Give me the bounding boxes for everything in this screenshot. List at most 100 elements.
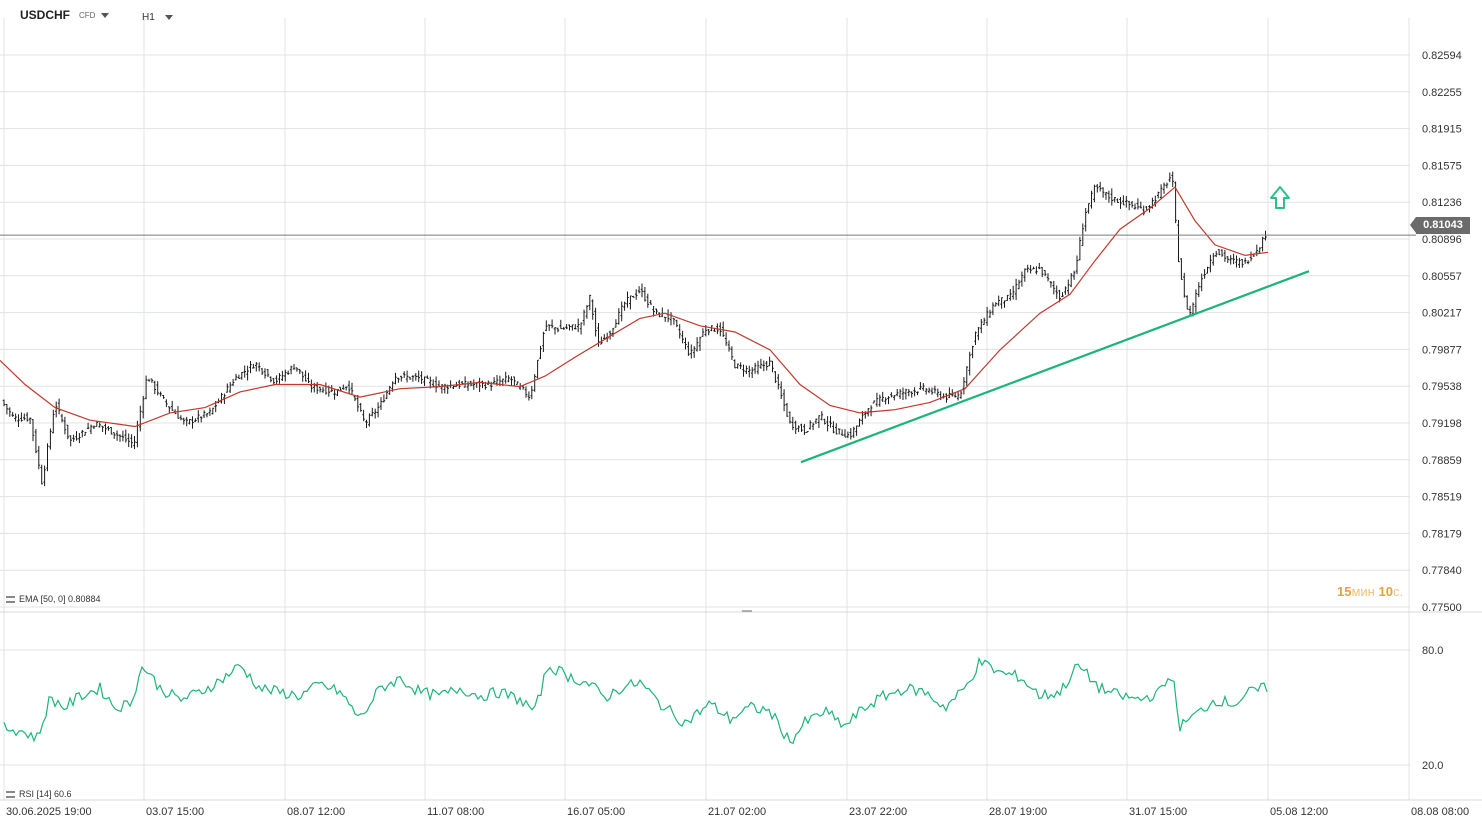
ohlc-bar — [1032, 266, 1035, 270]
ohlc-bar — [959, 391, 963, 399]
ohlc-bar — [1217, 249, 1221, 256]
ohlc-bar — [1229, 255, 1232, 265]
ohlc-bar — [1061, 292, 1064, 298]
ohlc-bar — [1116, 198, 1119, 203]
ohlc-bar — [779, 381, 783, 400]
ohlc-bar — [144, 375, 148, 400]
ohlc-bar — [240, 371, 244, 380]
ohlc-bar — [1136, 198, 1140, 210]
ohlc-bar — [907, 389, 911, 397]
y-tick-label: 0.80557 — [1422, 271, 1462, 283]
ohlc-bar — [681, 330, 684, 344]
ohlc-bar — [139, 405, 142, 432]
ohlc-bar — [849, 428, 853, 440]
ohlc-bar — [1209, 254, 1212, 273]
ohlc-bar — [478, 377, 481, 393]
ohlc-bar — [1220, 249, 1224, 257]
ohlc-bar — [820, 411, 824, 421]
ohlc-bar — [197, 410, 200, 423]
ohlc-bar — [530, 385, 534, 400]
ohlc-bar — [730, 346, 734, 361]
ohlc-bar — [713, 328, 716, 332]
ohlc-bar — [858, 418, 861, 427]
ohlc-bar — [350, 382, 354, 396]
ohlc-bar — [1110, 188, 1114, 206]
grid-layer: 0.82594 0.82255 0.81915 0.81575 0.81236 0.808… — [0, 18, 1482, 818]
ohlc-bar — [86, 422, 90, 430]
ohlc-bar — [420, 371, 423, 384]
ohlc-bar — [101, 425, 104, 432]
ohlc-bar — [669, 312, 673, 326]
ohlc-bar — [988, 309, 992, 318]
current-price-tag: 0.81043 — [1410, 217, 1470, 234]
ohlc-bar — [362, 409, 365, 422]
ohlc-bar — [289, 365, 293, 375]
ohlc-bar — [1017, 279, 1021, 290]
ohlc-bar — [840, 429, 844, 436]
ohlc-bar — [1130, 201, 1134, 208]
chevron-down-icon[interactable] — [101, 12, 110, 18]
ema-indicator-label[interactable]: EMA [50, 0] 0.80884 — [6, 594, 101, 604]
ohlc-bar — [112, 432, 116, 439]
ohlc-bar — [133, 435, 136, 450]
ohlc-bar — [806, 431, 809, 433]
ohlc-bar — [536, 359, 539, 379]
up-arrow-shape — [1270, 186, 1290, 209]
ohlc-bar — [869, 405, 873, 417]
ohlc-bar — [797, 425, 800, 433]
ohlc-bar — [1067, 279, 1070, 295]
ohlc-bar — [562, 326, 565, 330]
ohlc-bar — [463, 376, 467, 388]
ohlc-bar — [92, 425, 96, 429]
ohlc-bar — [344, 386, 348, 391]
x-tick-label: 28.07 19:00 — [989, 806, 1047, 818]
ohlc-bar — [304, 370, 307, 382]
ohlc-bar — [745, 365, 748, 375]
ohlc-bar — [249, 361, 252, 374]
rsi-tick-label: 80.0 — [1422, 645, 1443, 657]
ohlc-bar — [913, 387, 916, 397]
indicator-settings-icon[interactable] — [6, 790, 15, 798]
ohlc-bar — [1020, 271, 1024, 287]
ohlc-bar — [379, 397, 383, 410]
ohlc-bar — [211, 407, 215, 415]
ohlc-bar — [292, 364, 296, 370]
ohlc-bar — [980, 318, 983, 334]
ohlc-bar — [402, 371, 406, 378]
ohlc-bar — [1119, 197, 1122, 209]
ohlc-bar — [440, 384, 444, 394]
ohlc-bar — [826, 416, 829, 432]
ohlc-bar — [916, 391, 919, 396]
ohlc-bar — [199, 416, 203, 423]
symbol-selector[interactable]: USDCHF CFD — [20, 8, 110, 22]
ohlc-bar — [556, 327, 560, 333]
rsi-indicator-label[interactable]: RSI [14] 60.6 — [6, 789, 72, 799]
ohlc-bar — [168, 406, 171, 413]
indicator-settings-icon[interactable] — [6, 595, 15, 603]
ohlc-bar — [672, 317, 676, 325]
ohlc-bar — [89, 424, 93, 435]
ohlc-bar — [1064, 286, 1067, 295]
ohlc-bar — [759, 358, 763, 369]
chevron-down-icon[interactable] — [164, 15, 173, 20]
support-trendline — [800, 270, 1310, 464]
ohlc-bar — [739, 362, 742, 370]
timeframe-selector[interactable]: H1 — [142, 12, 173, 23]
ohlc-bar — [756, 360, 760, 375]
ohlc-bar — [791, 416, 795, 431]
ema-line — [0, 186, 1269, 428]
ohlc-bar — [72, 434, 75, 442]
ohlc-bar — [1154, 195, 1157, 207]
ohlc-bar — [371, 407, 374, 417]
ohlc-bar — [205, 412, 209, 418]
ohlc-bar — [727, 340, 731, 352]
ohlc-bar — [315, 382, 319, 394]
ohlc-bar — [579, 322, 583, 335]
ohlc-bar — [701, 328, 705, 337]
ohlc-bar — [295, 367, 299, 372]
symbol-name: USDCHF — [20, 8, 70, 22]
ohlc-bar — [1101, 187, 1105, 198]
ohlc-bar — [98, 422, 101, 428]
